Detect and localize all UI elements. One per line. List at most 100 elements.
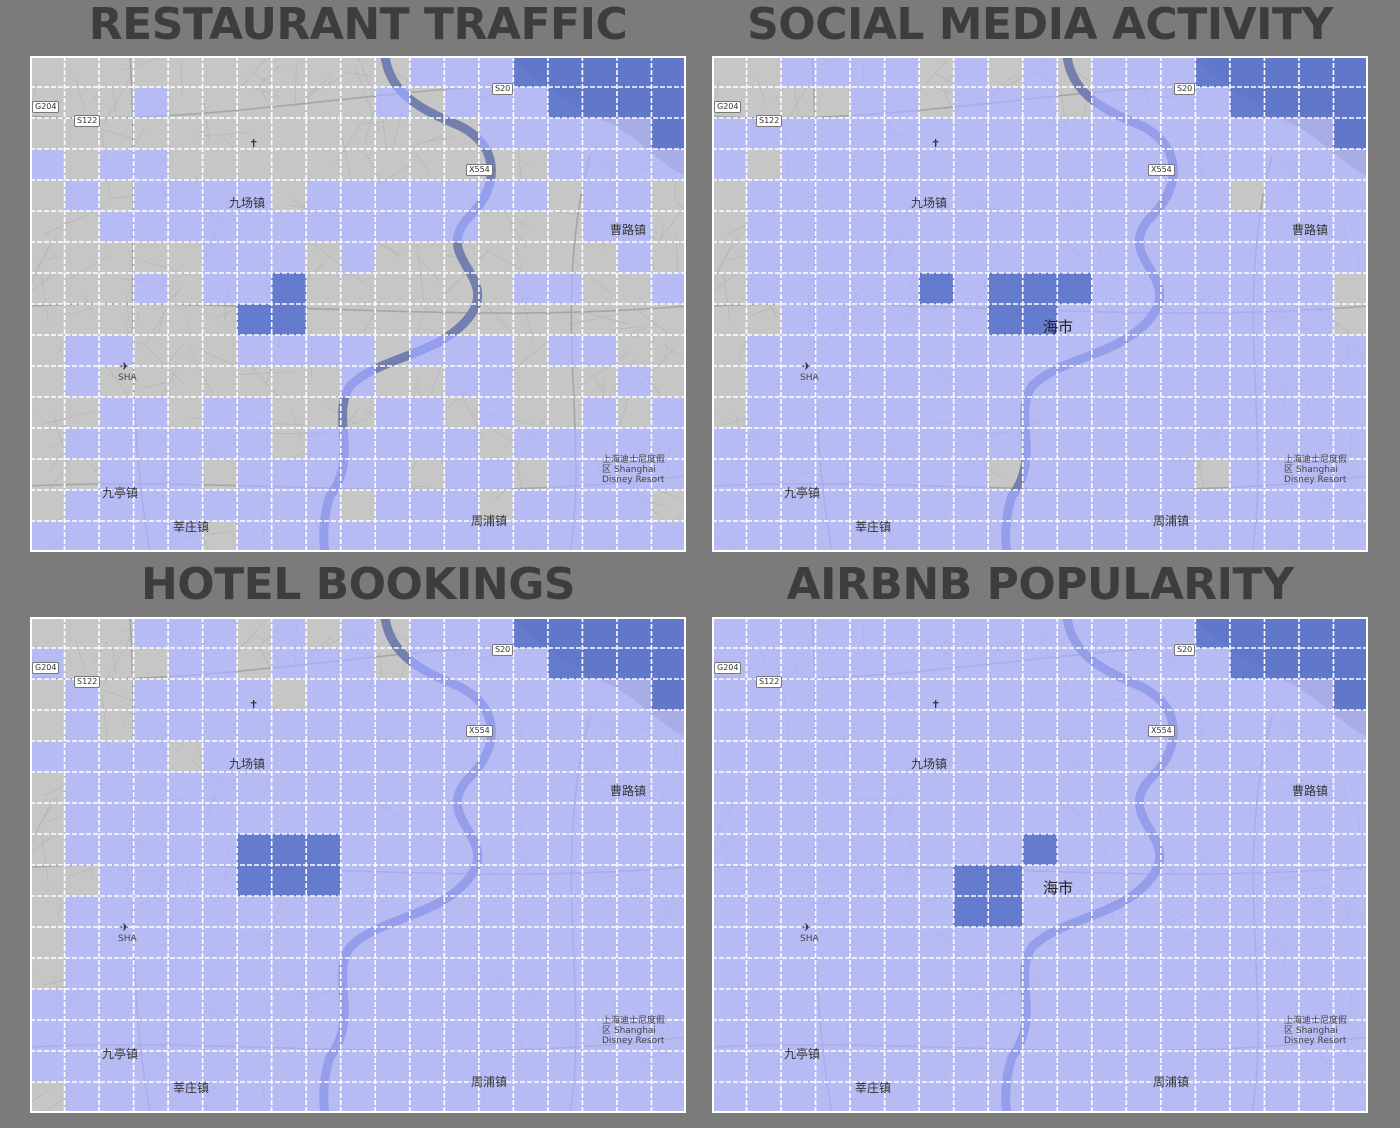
road-shield-x554: X554 bbox=[1148, 725, 1175, 737]
heatmap-cell bbox=[444, 927, 479, 958]
heatmap-cell bbox=[478, 1020, 514, 1051]
heatmap-cell bbox=[746, 989, 782, 1020]
heatmap-cell bbox=[237, 772, 272, 803]
heatmap-cell bbox=[1057, 927, 1092, 958]
heatmap-cell bbox=[582, 803, 617, 834]
map-border bbox=[30, 617, 686, 1113]
heatmap-cell bbox=[99, 211, 134, 242]
place-label-ne-town: 曹路镇 bbox=[1292, 223, 1329, 237]
heatmap-cell bbox=[746, 865, 782, 896]
heatmap-cell bbox=[64, 490, 100, 521]
place-label-nw-town: 九场镇 bbox=[911, 757, 948, 771]
heatmap-cell bbox=[30, 803, 65, 834]
heatmap-cell bbox=[919, 741, 954, 772]
heatmap-cell bbox=[815, 741, 851, 772]
heatmap-cell bbox=[1195, 772, 1230, 803]
heatmap-cell bbox=[582, 149, 617, 180]
heatmap-cell bbox=[1022, 679, 1058, 710]
heatmap-cell bbox=[1195, 366, 1230, 397]
heatmap-cell bbox=[919, 710, 954, 741]
heatmap-cell bbox=[1091, 927, 1127, 958]
heatmap-cell bbox=[237, 366, 272, 397]
heatmap-cell bbox=[133, 397, 169, 428]
heatmap-cell bbox=[850, 834, 885, 865]
heatmap-airbnb[interactable]: G204 S122 S20 X554 九场镇 曹路镇 九亭镇 莘庄镇 周浦镇 上海迪士尼度假 区 … bbox=[712, 617, 1368, 1113]
heatmap-cell bbox=[1022, 803, 1058, 834]
road-shield-g204: G204 bbox=[32, 101, 60, 113]
heatmap-cell bbox=[1264, 397, 1299, 428]
heatmap-cell bbox=[988, 490, 1023, 521]
heatmap-cell bbox=[616, 1082, 652, 1113]
place-label-disney-3: Disney Resort bbox=[602, 1036, 665, 1046]
heatmap-cell bbox=[582, 1051, 617, 1082]
heatmap-cell bbox=[988, 648, 1023, 679]
heatmap-social[interactable]: G204 S122 S20 X554 九场镇 曹路镇 九亭镇 莘庄镇 周浦镇 上海迪士尼度假 区 … bbox=[712, 56, 1368, 552]
heatmap-cell bbox=[547, 335, 583, 366]
heatmap-cell bbox=[1229, 1020, 1265, 1051]
heatmap-cell bbox=[884, 87, 920, 118]
heatmap-cell bbox=[168, 648, 203, 679]
heatmap-cell bbox=[651, 834, 686, 865]
heatmap-cell bbox=[746, 397, 782, 428]
landmark-icon: ✝ bbox=[931, 137, 941, 150]
heatmap-cell bbox=[1333, 989, 1368, 1020]
heatmap-hotel[interactable]: G204 S122 S20 X554 九场镇 曹路镇 九亭镇 莘庄镇 周浦镇 上海迪士尼度假 区 … bbox=[30, 617, 686, 1113]
heatmap-cell bbox=[513, 118, 548, 149]
heatmap-cell bbox=[202, 927, 238, 958]
heatmap-cell bbox=[1126, 989, 1161, 1020]
heatmap-cell bbox=[547, 896, 583, 927]
heatmap-cell bbox=[409, 211, 445, 242]
map-svg bbox=[712, 56, 1368, 552]
heatmap-cell bbox=[1264, 927, 1299, 958]
heatmap-cell bbox=[712, 490, 747, 521]
heatmap-cell bbox=[781, 366, 816, 397]
heatmap-cell bbox=[444, 490, 479, 521]
heatmap-cell bbox=[781, 989, 816, 1020]
heatmap-cell bbox=[746, 803, 782, 834]
heatmap-cell bbox=[202, 335, 238, 366]
heatmap-cell bbox=[1195, 803, 1230, 834]
heatmap-cell bbox=[1229, 304, 1265, 335]
heatmap-cell bbox=[988, 397, 1023, 428]
heatmap-cell bbox=[988, 772, 1023, 803]
heatmap-cell bbox=[30, 1051, 65, 1082]
panel-social-media-activity: SOCIAL MEDIA ACTIVITY G204 S122 S20 X554 九场镇… bbox=[712, 0, 1368, 552]
heatmap-cell bbox=[1229, 397, 1265, 428]
heatmap-cell bbox=[1126, 958, 1161, 989]
road-shield-g204: G204 bbox=[32, 662, 60, 674]
heatmap-cell bbox=[1298, 803, 1334, 834]
heatmap-cell bbox=[651, 56, 686, 87]
heatmap-restaurant[interactable]: G204 S122 S20 X554 九场镇 曹路镇 九亭镇 莘庄镇 周浦镇 上海迪士尼度假 区 … bbox=[30, 56, 686, 552]
heatmap-cell bbox=[340, 803, 376, 834]
heatmap-cell bbox=[1160, 1051, 1196, 1082]
heatmap-cell bbox=[1264, 710, 1299, 741]
heatmap-cell bbox=[547, 772, 583, 803]
heatmap-cell bbox=[133, 56, 169, 87]
heatmap-cell bbox=[375, 304, 410, 335]
heatmap-cell bbox=[1298, 741, 1334, 772]
heatmap-cell bbox=[306, 648, 341, 679]
heatmap-cell bbox=[444, 304, 479, 335]
heatmap-cell bbox=[271, 772, 307, 803]
heatmap-cell bbox=[513, 989, 548, 1020]
heatmap-cell bbox=[582, 397, 617, 428]
heatmap-cell bbox=[1264, 273, 1299, 304]
heatmap-cell bbox=[375, 1051, 410, 1082]
place-label-disney-2: 区 Shanghai bbox=[602, 465, 656, 475]
heatmap-cell bbox=[1126, 1020, 1161, 1051]
heatmap-cell bbox=[99, 397, 134, 428]
heatmap-cell bbox=[781, 490, 816, 521]
heatmap-cell bbox=[133, 927, 169, 958]
heatmap-cell bbox=[781, 87, 816, 118]
heatmap-cell bbox=[375, 366, 410, 397]
heatmap-cell bbox=[1333, 149, 1368, 180]
heatmap-cell bbox=[306, 958, 341, 989]
heatmap-cell bbox=[237, 1051, 272, 1082]
heatmap-cell bbox=[1229, 56, 1265, 87]
place-label-se-town: 周浦镇 bbox=[471, 1075, 508, 1089]
heatmap-cell bbox=[781, 1020, 816, 1051]
heatmap-cell bbox=[409, 741, 445, 772]
heatmap-cell bbox=[815, 118, 851, 149]
heatmap-cell bbox=[1091, 741, 1127, 772]
heatmap-cell bbox=[306, 1020, 341, 1051]
